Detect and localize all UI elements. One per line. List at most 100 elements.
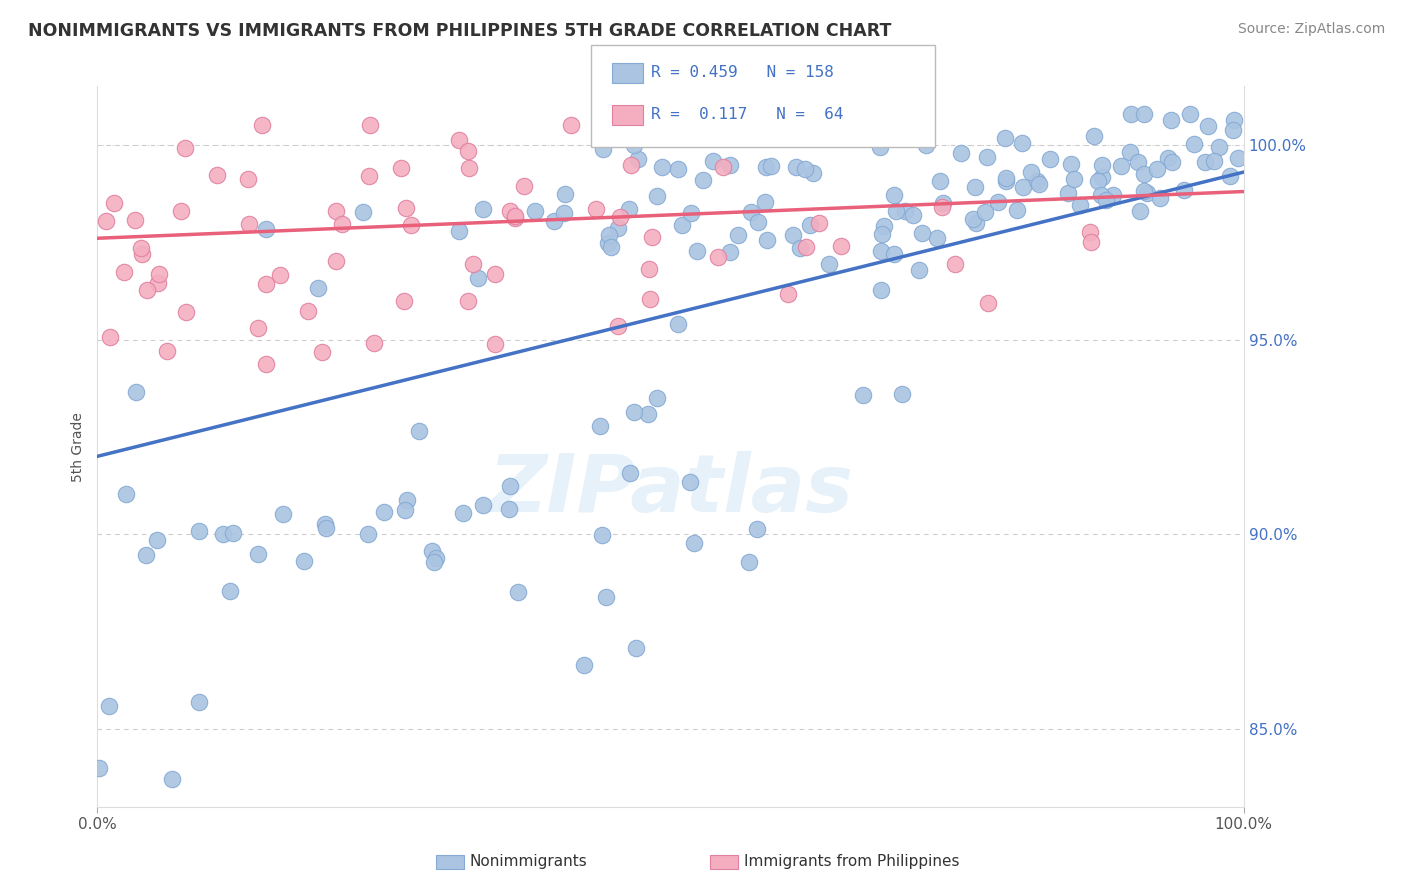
Text: ZIPatlas: ZIPatlas (488, 451, 853, 529)
Point (965, 216, 987, 230)
Point (1178, 106, 1201, 120)
Point (925, 231, 948, 245)
Point (1119, 106, 1142, 120)
Point (776, 287, 799, 301)
Point (1133, 184, 1156, 198)
Point (1132, 106, 1154, 120)
Point (679, 205, 702, 219)
Text: NONIMMIGRANTS VS IMMIGRANTS FROM PHILIPPINES 5TH GRADE CORRELATION CHART: NONIMMIGRANTS VS IMMIGRANTS FROM PHILIPP… (28, 22, 891, 40)
Point (1063, 172, 1085, 186)
Point (1119, 145, 1142, 160)
Point (359, 118, 381, 132)
Point (572, 658, 595, 673)
Point (617, 202, 640, 217)
Point (363, 336, 385, 351)
Point (869, 244, 891, 258)
Point (596, 235, 619, 250)
Point (807, 216, 830, 230)
Point (131, 247, 153, 261)
Point (623, 137, 645, 152)
Point (98, 330, 121, 344)
Point (1223, 112, 1246, 127)
Point (395, 202, 418, 216)
Point (1226, 151, 1249, 165)
Point (499, 203, 522, 218)
Text: Immigrants from Philippines: Immigrants from Philippines (744, 855, 959, 869)
Point (505, 211, 527, 226)
Point (136, 283, 159, 297)
Point (112, 265, 135, 279)
Point (637, 407, 659, 421)
Point (620, 158, 643, 172)
Point (949, 146, 972, 161)
Point (156, 344, 179, 359)
Point (692, 173, 714, 187)
Point (870, 283, 893, 297)
Point (872, 219, 894, 233)
Point (754, 195, 776, 210)
Point (1133, 167, 1156, 181)
Point (463, 257, 485, 271)
Point (592, 142, 614, 156)
Point (995, 170, 1018, 185)
Point (447, 132, 470, 146)
Point (408, 425, 430, 439)
Point (1080, 235, 1102, 250)
Point (682, 536, 704, 550)
Point (467, 271, 489, 285)
Point (1146, 162, 1168, 177)
Point (124, 213, 146, 227)
Point (1026, 174, 1049, 188)
Point (624, 641, 647, 656)
Point (1197, 120, 1219, 134)
Point (595, 591, 617, 605)
Point (389, 161, 412, 175)
Point (1083, 128, 1105, 143)
Point (352, 204, 374, 219)
Point (884, 204, 907, 219)
Point (1057, 186, 1080, 200)
Point (423, 555, 446, 569)
Point (782, 227, 804, 242)
Point (786, 110, 808, 124)
Point (148, 267, 170, 281)
Point (222, 526, 245, 541)
Text: R =  0.117   N =  64: R = 0.117 N = 64 (651, 107, 844, 121)
Point (702, 153, 724, 168)
Point (606, 318, 628, 333)
Point (915, 137, 938, 152)
Point (1136, 186, 1159, 200)
Point (901, 208, 924, 222)
Point (103, 196, 125, 211)
Point (124, 384, 146, 399)
Point (686, 244, 709, 258)
Point (1182, 136, 1205, 151)
Point (247, 320, 270, 334)
Point (425, 551, 447, 566)
Point (447, 224, 470, 238)
Point (745, 522, 768, 536)
Point (1161, 155, 1184, 169)
Point (707, 251, 730, 265)
Point (553, 206, 575, 220)
Point (357, 169, 380, 183)
Point (146, 533, 169, 547)
Point (759, 159, 782, 173)
Point (1111, 159, 1133, 173)
Point (453, 507, 475, 521)
Point (1091, 157, 1114, 171)
Point (638, 292, 661, 306)
Point (607, 221, 630, 235)
Point (1019, 164, 1042, 178)
Point (1173, 183, 1195, 197)
Y-axis label: 5th Grade: 5th Grade (72, 412, 86, 482)
Point (799, 219, 821, 233)
Point (484, 267, 506, 281)
Point (135, 548, 157, 562)
Point (325, 204, 347, 219)
Point (315, 521, 337, 535)
Point (974, 204, 997, 219)
Point (994, 130, 1017, 145)
Point (246, 548, 269, 562)
Point (638, 261, 661, 276)
